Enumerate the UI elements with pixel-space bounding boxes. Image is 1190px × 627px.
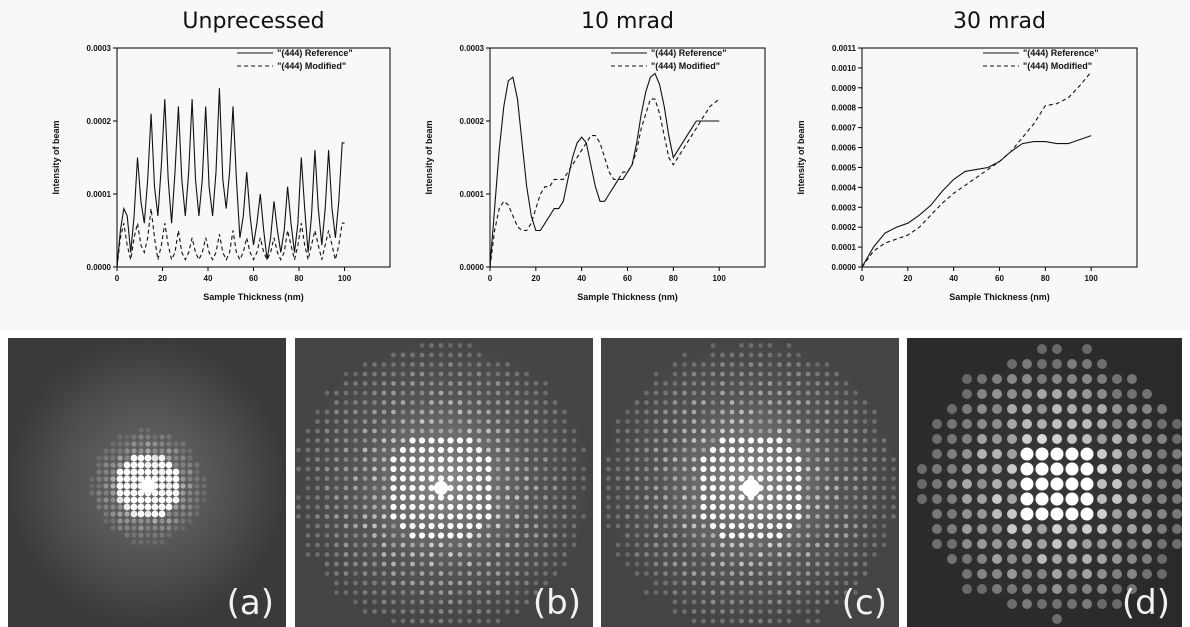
- y-axis-label: Intensity of beam: [51, 120, 61, 194]
- y-tick-label: 0.0001: [460, 190, 485, 199]
- spot-grid: [606, 343, 896, 624]
- series-line-modified: [116, 208, 345, 268]
- y-tick-label: 0.0000: [832, 263, 857, 272]
- x-tick-label: 20: [158, 274, 167, 283]
- x-axis-label: Sample Thickness (nm): [577, 292, 678, 302]
- spot-grid: [89, 427, 207, 545]
- image-label-c: (c): [841, 583, 887, 623]
- image-label-b: (b): [532, 583, 581, 623]
- x-tick-label: 100: [712, 274, 726, 283]
- central-beam-spot: [141, 479, 155, 493]
- diffraction-pattern-d-image: [907, 338, 1182, 627]
- legend-entry: "(444) Reference": [651, 48, 727, 58]
- chart-title: Unprecessed: [182, 9, 324, 34]
- y-tick-label: 0.0008: [832, 104, 857, 113]
- y-tick-label: 0.0001: [87, 190, 112, 199]
- chart-title: 10 mrad: [581, 9, 674, 34]
- x-tick-label: 60: [623, 274, 632, 283]
- plot-frame: [489, 47, 766, 268]
- legend-entry: "(444) Modified": [651, 61, 720, 71]
- legend-entry: "(444) Reference": [277, 48, 353, 58]
- image-label-d: (d): [1121, 583, 1170, 623]
- y-tick-label: 0.0010: [832, 64, 857, 73]
- diffraction-pattern-a: (a): [8, 338, 286, 627]
- chart-canvas: Unprecessed 0 20 40 60 80 100 0.0000 0.0001 0.000…: [51, 9, 1138, 302]
- x-tick-label: 40: [204, 274, 213, 283]
- central-beam-spot: [742, 479, 760, 497]
- y-tick-label: 0.0006: [832, 144, 857, 153]
- y-tick-label: 0.0011: [832, 44, 857, 53]
- series-line-modified: [861, 71, 1092, 268]
- plot-frame: [116, 47, 391, 268]
- x-tick-label: 60: [995, 274, 1004, 283]
- legend-entry: "(444) Reference": [1023, 48, 1099, 58]
- line-charts-row: Unprecessed 0 20 40 60 80 100 0.0000 0.0001 0.000…: [51, 9, 1138, 302]
- y-tick-label: 0.0001: [832, 243, 857, 252]
- x-tick-label: 20: [903, 274, 912, 283]
- diffraction-pattern-c-image: [601, 338, 899, 627]
- legend-entry: "(444) Modified": [277, 61, 346, 71]
- chart-2: 10 mrad 0 20 40 60 80 100 0.0000 0.0001 0.0002 0.0…: [424, 9, 766, 302]
- diffraction-pattern-c: (c): [601, 338, 899, 627]
- image-label-a: (a): [226, 583, 274, 623]
- x-tick-label: 80: [1041, 274, 1050, 283]
- y-tick-label: 0.0003: [832, 203, 857, 212]
- chart-title: 30 mrad: [953, 9, 1046, 34]
- y-tick-label: 0.0009: [832, 84, 857, 93]
- x-tick-label: 40: [577, 274, 586, 283]
- x-tick-label: 80: [295, 274, 304, 283]
- x-tick-label: 80: [669, 274, 678, 283]
- series-line-reference: [861, 135, 1092, 268]
- y-tick-label: 0.0002: [832, 223, 857, 232]
- x-axis-label: Sample Thickness (nm): [203, 292, 304, 302]
- y-tick-label: 0.0002: [460, 117, 485, 126]
- chart-3: 30 mrad 0 20 40 60 80 100 0.0000 0.0001 0.0002 0.0…: [796, 9, 1138, 302]
- series-line-reference: [116, 88, 345, 268]
- diffraction-pattern-b-image: [295, 338, 593, 627]
- chart-1: Unprecessed 0 20 40 60 80 100 0.0000 0.0001 0.000…: [51, 9, 391, 302]
- y-tick-label: 0.0000: [87, 263, 112, 272]
- y-tick-label: 0.0000: [460, 263, 485, 272]
- spot-grid: [917, 344, 1182, 624]
- diffraction-pattern-b: (b): [295, 338, 593, 627]
- series-line-modified: [489, 98, 720, 268]
- y-tick-label: 0.0004: [832, 183, 857, 192]
- x-tick-label: 100: [338, 274, 352, 283]
- legend-entry: "(444) Modified": [1023, 61, 1092, 71]
- x-axis-label: Sample Thickness (nm): [949, 292, 1050, 302]
- diffraction-images-row: (a) (b) (c) (d): [0, 338, 1190, 627]
- x-tick-label: 40: [949, 274, 958, 283]
- plot-frame: [861, 47, 1138, 268]
- x-tick-label: 20: [531, 274, 540, 283]
- x-tick-label: 60: [249, 274, 258, 283]
- spot-grid: [296, 343, 586, 624]
- central-beam-spot: [434, 481, 448, 495]
- y-tick-label: 0.0003: [87, 44, 112, 53]
- diffraction-pattern-d: (d): [907, 338, 1182, 627]
- y-axis-label: Intensity of beam: [796, 120, 806, 194]
- x-tick-label: 100: [1084, 274, 1098, 283]
- y-tick-label: 0.0007: [832, 124, 857, 133]
- series-line-reference: [489, 72, 720, 268]
- x-tick-label: 0: [115, 274, 120, 283]
- diffraction-pattern-a-image: [8, 338, 286, 627]
- y-tick-label: 0.0005: [832, 163, 857, 172]
- x-tick-label: 0: [860, 274, 865, 283]
- x-tick-label: 0: [488, 274, 493, 283]
- y-tick-label: 0.0002: [87, 117, 112, 126]
- y-axis-label: Intensity of beam: [424, 120, 434, 194]
- y-tick-label: 0.0003: [460, 44, 485, 53]
